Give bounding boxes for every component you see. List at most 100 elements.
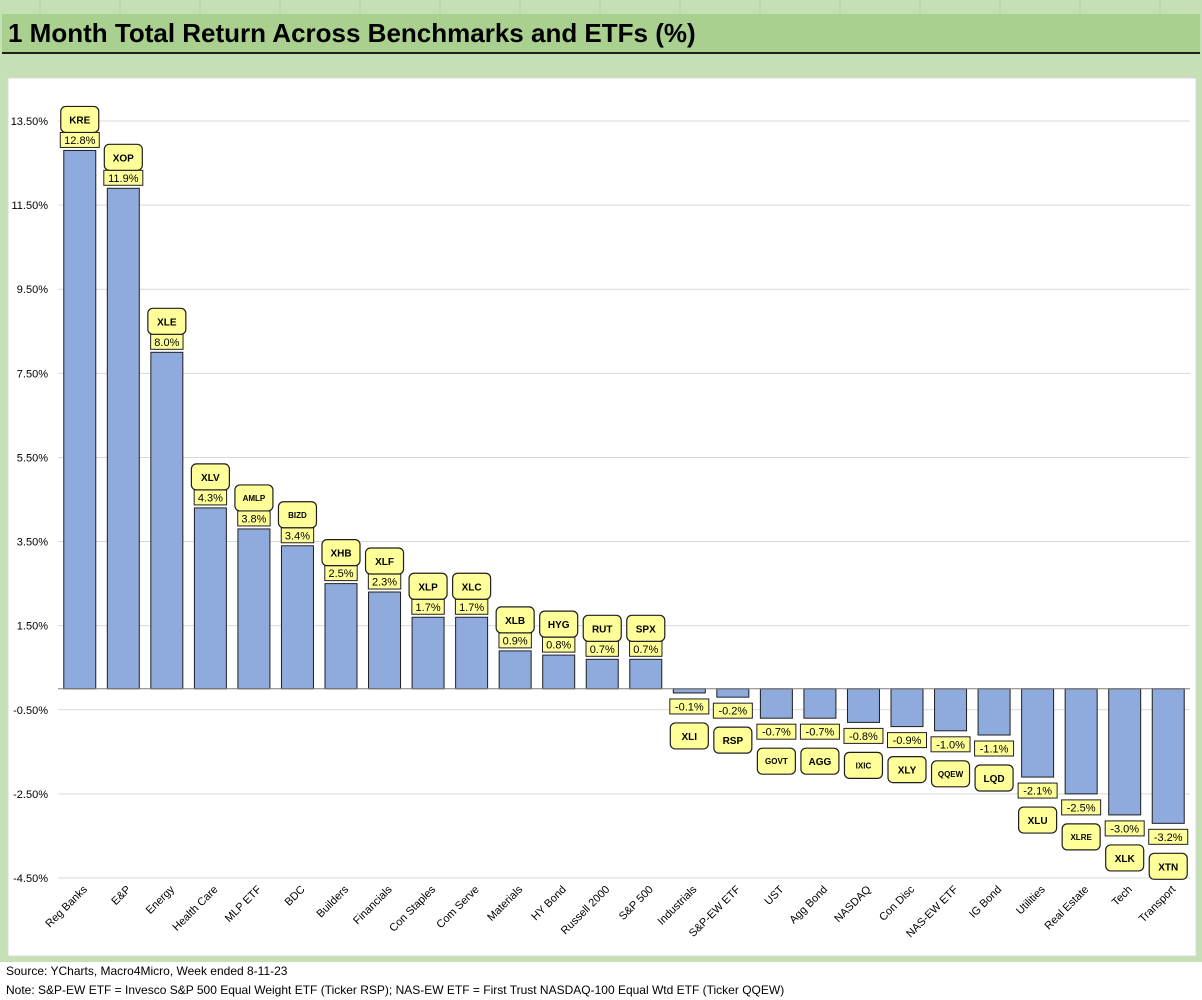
value-label-box: [799, 723, 840, 740]
ticker-label: GOVT: [765, 757, 788, 766]
value-label-box: [669, 698, 710, 715]
footnote: Note: S&P-EW ETF = Invesco S&P 500 Equal…: [6, 983, 785, 997]
bar: [803, 688, 837, 719]
ticker-label: LQD: [984, 774, 1005, 785]
bar: [106, 187, 140, 690]
ticker-callout: [408, 572, 448, 600]
ticker-label: XTN: [1158, 862, 1178, 873]
ticker-callout: [539, 610, 579, 638]
value-label: 0.7%: [590, 644, 615, 656]
bar: [629, 658, 663, 690]
ticker-label: XLC: [462, 582, 482, 593]
ticker-label: RSP: [723, 736, 744, 747]
bar: [672, 688, 706, 694]
bar: [63, 149, 97, 690]
ticker-callout: [234, 484, 274, 512]
ticker-callout: [103, 143, 143, 171]
y-tick-label: 13.50%: [11, 116, 49, 128]
value-label: 4.3%: [198, 492, 223, 504]
bar: [280, 545, 314, 690]
value-label: -0.1%: [675, 701, 704, 713]
value-label: -0.2%: [718, 706, 747, 718]
y-axis-ticks: 13.50% 11.50% 9.50% 7.50% 5.50% 3.50% 1.50% -0.…: [11, 116, 49, 885]
bar: [934, 688, 968, 732]
ticker-callout: [930, 760, 971, 788]
value-label: -0.8%: [849, 731, 878, 743]
ticker-callout: [843, 751, 884, 779]
value-label: -3.0%: [1110, 823, 1139, 835]
bar-chart: 13.50% 11.50% 9.50% 7.50% 5.50% 3.50% 1.50% -0.…: [7, 77, 1197, 957]
ticker-label: XLP: [418, 582, 438, 593]
value-label: 0.8%: [546, 640, 571, 652]
bar: [1064, 688, 1098, 795]
ticker-callout: [1148, 852, 1188, 880]
bar: [759, 688, 793, 719]
value-label: -2.1%: [1023, 786, 1052, 798]
ticker-label: XLY: [898, 766, 917, 777]
ticker-labels: KRE XOP XLE XLV AMLP BIZD XHB XLF XLP XLC XLB HYG RU…: [60, 105, 1188, 880]
ticker-label: XLI: [682, 732, 698, 743]
bar: [411, 616, 445, 690]
ticker-label: QQEW: [938, 770, 964, 779]
bar: [1021, 688, 1055, 778]
ticker-callout: [582, 614, 622, 642]
value-label-box: [843, 727, 884, 744]
value-label: -0.9%: [893, 735, 922, 747]
value-label-box: [712, 702, 753, 719]
y-tick-label: 11.50%: [12, 200, 49, 212]
value-label-box: [974, 740, 1015, 757]
ticker-callout: [1061, 823, 1101, 851]
bars: [63, 149, 1185, 824]
ticker-label: KRE: [69, 115, 90, 126]
value-label: 3.4%: [285, 530, 310, 542]
ticker-label: XLK: [1115, 854, 1136, 865]
ticker-label: XLRE: [1070, 833, 1092, 842]
bar: [237, 528, 271, 690]
ticker-callout: [364, 547, 405, 575]
y-tick-label: 9.50%: [17, 284, 48, 296]
bar: [455, 616, 489, 690]
value-label: -1.1%: [980, 744, 1009, 756]
ticker-callout: [974, 764, 1014, 792]
ticker-callout: [1018, 806, 1058, 834]
bar: [890, 688, 924, 728]
value-label: 8.0%: [154, 337, 179, 349]
value-label-box: [1017, 782, 1058, 799]
value-label: 2.5%: [328, 568, 353, 580]
ticker-callout: [887, 755, 927, 784]
ticker-callout: [495, 606, 535, 634]
plot-area: [7, 77, 1197, 957]
value-label: -3.2%: [1154, 832, 1183, 844]
bar: [1151, 688, 1185, 824]
ticker-callout: [800, 747, 840, 775]
value-label: 3.8%: [241, 513, 266, 525]
title-bar: 1 Month Total Return Across Benchmarks a…: [2, 14, 1200, 54]
ticker-label: BIZD: [288, 511, 307, 520]
ticker-callout: [321, 539, 361, 567]
y-tick-label: -4.50%: [13, 873, 48, 885]
ticker-label: XLV: [201, 473, 220, 484]
y-tick-label: -2.50%: [13, 789, 48, 801]
value-label: -0.7%: [762, 727, 791, 739]
ticker-label: XLB: [505, 616, 525, 627]
ticker-callout: [756, 747, 796, 775]
ticker-label: XLU: [1028, 816, 1048, 827]
bar: [542, 654, 576, 690]
ticker-label: HYG: [548, 620, 570, 631]
bar: [977, 688, 1011, 736]
value-label: -1.0%: [936, 739, 965, 751]
ticker-callout: [669, 722, 709, 750]
y-tick-label: 3.50%: [17, 537, 48, 549]
ticker-callout: [147, 307, 187, 335]
ticker-label: XLF: [375, 557, 394, 568]
value-label: 1.7%: [416, 602, 441, 614]
chart-title: 1 Month Total Return Across Benchmarks a…: [8, 18, 696, 48]
ticker-callout: [277, 501, 318, 529]
value-label: 2.3%: [372, 577, 397, 589]
ticker-label: SPX: [636, 624, 656, 635]
ticker-label: XHB: [330, 549, 351, 560]
value-label: 11.9%: [108, 173, 139, 185]
value-label: -2.5%: [1067, 802, 1096, 814]
ticker-label: AMLP: [243, 494, 266, 503]
ticker-callout: [713, 726, 753, 754]
